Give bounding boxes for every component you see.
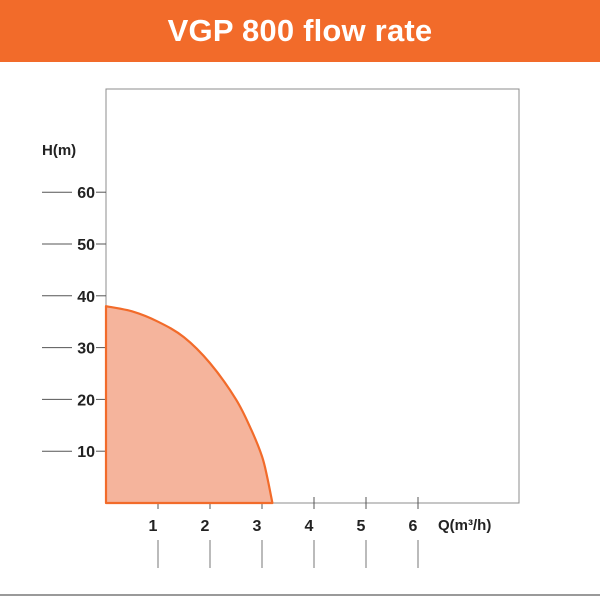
pump-curve-area bbox=[104, 305, 274, 505]
y-tick-label: 30 bbox=[77, 341, 95, 358]
x-tick-label: 5 bbox=[357, 518, 366, 535]
x-tick-label: 3 bbox=[253, 518, 262, 535]
bottom-divider bbox=[0, 594, 600, 596]
chart-header: VGP 800 flow rate bbox=[0, 0, 600, 62]
x-tick-label: 4 bbox=[305, 518, 314, 535]
y-tick-label: 10 bbox=[77, 444, 95, 461]
x-tick-label: 6 bbox=[409, 518, 418, 535]
y-tick-label: 60 bbox=[77, 185, 95, 202]
x-axis-ticks: 1 2 3 4 5 6 bbox=[149, 497, 419, 568]
y-tick-label: 50 bbox=[77, 237, 95, 254]
y-tick-label: 20 bbox=[77, 392, 95, 409]
x-tick-label: 1 bbox=[149, 518, 158, 535]
y-axis-title: H(m) bbox=[42, 142, 76, 159]
chart-title: VGP 800 flow rate bbox=[167, 13, 433, 48]
x-axis-title: Q(m³/h) bbox=[438, 517, 491, 534]
x-tick-label: 2 bbox=[201, 518, 210, 535]
y-tick-label: 40 bbox=[77, 289, 95, 306]
y-axis-ticks: 10 20 30 40 50 60 bbox=[42, 185, 106, 461]
